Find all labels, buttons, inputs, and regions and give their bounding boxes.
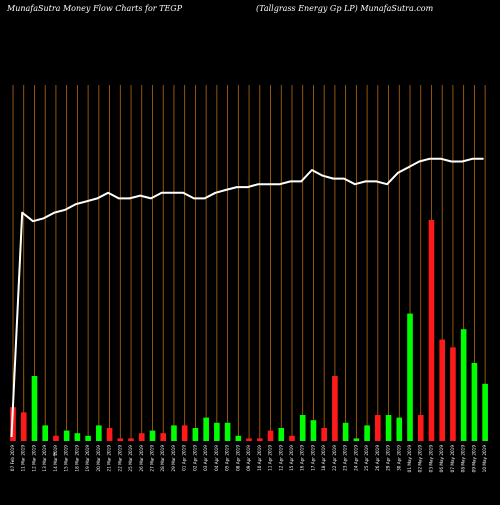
x-tick-label: 24 Apr 2019: [353, 445, 358, 471]
x-tick-label: 11 Apr 2019: [268, 445, 273, 471]
money-flow-bar: [85, 435, 91, 441]
money-flow-bar: [471, 363, 478, 441]
x-tick-note: $: [53, 452, 56, 457]
money-flow-bar: [181, 425, 188, 441]
x-tick-label: 11 Mar 2019: [21, 445, 26, 472]
x-tick-label: 06 May 2019: [439, 445, 444, 473]
money-flow-bar: [310, 420, 317, 441]
x-tick-label: 03 May 2019: [428, 445, 433, 473]
x-tick-label: 07 May 2019: [450, 445, 455, 473]
money-flow-bar: [128, 438, 134, 441]
money-flow-bar: [42, 425, 48, 441]
money-flow-bar: [353, 438, 360, 441]
x-tick-label: 08 Apr 2019: [235, 445, 240, 471]
x-tick-label: 02 Apr 2019: [192, 445, 197, 471]
x-tick-label: 16 Apr 2019: [300, 445, 305, 471]
x-tick-label: 08 May 2019: [461, 445, 466, 473]
x-tick-label: 01 Apr 2019: [182, 445, 187, 471]
money-flow-bar: [31, 376, 38, 441]
money-flow-bar: [289, 435, 295, 441]
money-flow-bar: [267, 430, 274, 441]
money-flow-bar: [256, 438, 263, 441]
x-tick-label: 23 Apr 2019: [343, 445, 348, 471]
money-flow-bar: [364, 425, 370, 441]
money-flow-bar: [417, 415, 424, 441]
money-flow-bar: [117, 438, 124, 441]
money-flow-bar: [278, 428, 285, 441]
money-flow-bar: [450, 347, 456, 441]
x-tick-label: 26 Mar 2019: [139, 445, 144, 472]
x-tick-label: 10 May 2019: [482, 445, 487, 473]
x-tick-label: 22 Mar 2019: [117, 445, 122, 472]
money-flow-bar: [482, 383, 488, 441]
money-flow-bar: [96, 425, 102, 441]
x-tick-label: 21 Mar 2019: [107, 445, 112, 472]
x-tick-label: 13 Mar 2019: [42, 445, 47, 472]
money-flow-bar: [385, 415, 392, 441]
x-tick-label: 29 Apr 2019: [386, 445, 391, 471]
money-flow-bar: [460, 329, 467, 441]
x-tick-label: 15 Mar 2019: [64, 445, 69, 472]
price-line: [10, 157, 484, 438]
chart-title: MunafaSutra Money Flow Charts for TEGP: [6, 4, 183, 13]
money-flow-bar: [149, 430, 156, 441]
x-tick-label: 30 Apr 2019: [396, 445, 401, 471]
money-flow-bar: [53, 435, 59, 441]
x-tick-label: 28 Mar 2019: [160, 445, 165, 472]
money-flow-bar: [192, 428, 199, 441]
x-tick-label: 18 Apr 2019: [321, 445, 326, 471]
x-tick-label: 09 Apr 2019: [246, 445, 251, 471]
x-tick-label: 18 Mar 2019: [74, 445, 79, 472]
money-flow-bar: [106, 428, 113, 441]
money-flow-bar: [439, 339, 445, 441]
money-flow-bar: [375, 415, 381, 441]
money-flow-bar: [63, 430, 70, 441]
money-flow-bar: [342, 422, 349, 441]
x-tick-label: 26 Apr 2019: [375, 445, 380, 471]
x-tick-label: 12 Apr 2019: [278, 445, 283, 471]
x-tick-label: 22 Apr 2019: [332, 445, 337, 471]
x-tick-label: 09 May 2019: [471, 445, 476, 473]
money-flow-bar: [428, 220, 435, 441]
x-tick-label: 10 Apr 2019: [257, 445, 262, 471]
x-tick-label: 29 Mar 2019: [171, 445, 176, 472]
money-flow-bar: [203, 417, 209, 441]
x-tick-label: 20 Mar 2019: [96, 445, 101, 472]
money-flow-bar: [224, 422, 231, 441]
x-tick-label: 25 Apr 2019: [364, 445, 369, 471]
x-tick-label: 01 May 2019: [407, 445, 412, 473]
money-flow-bar: [235, 435, 242, 441]
money-flow-bar: [396, 417, 403, 441]
money-flow-bar: [407, 313, 413, 441]
x-tick-label: 05 Apr 2019: [225, 445, 230, 471]
chart-subtitle: (Tallgrass Energy Gp LP) MunafaSutra.com: [256, 4, 434, 13]
money-flow-bar: [246, 438, 252, 441]
money-flow-bar: [20, 412, 27, 441]
x-tick-label: 02 May 2019: [418, 445, 423, 473]
money-flow-bar: [332, 376, 338, 441]
x-tick-label: 17 Apr 2019: [310, 445, 315, 471]
x-tick-label: 27 Mar 2019: [149, 445, 154, 472]
money-flow-bar: [171, 425, 177, 441]
x-tick-label: 03 Apr 2019: [203, 445, 208, 471]
x-tick-label: 25 Mar 2019: [128, 445, 133, 472]
x-tick-labels: 07 Feb 2019 11 Mar 2019 12 Mar 2019 13 Mar …: [10, 445, 487, 473]
money-flow-bar: [214, 422, 220, 441]
x-tick-label: 19 Mar 2019: [85, 445, 90, 472]
price-line-layer: [10, 157, 484, 438]
money-flow-bar: [160, 433, 167, 441]
x-tick-label: 04 Apr 2019: [214, 445, 219, 471]
money-flow-bar: [299, 415, 306, 441]
money-flow-bar: [138, 433, 145, 441]
x-tick-label: 07 Feb 2019: [10, 445, 15, 471]
money-flow-bar: [74, 433, 81, 441]
x-tick-label: 14 Mar 2019: [53, 445, 58, 472]
money-flow-bar: [321, 428, 327, 441]
x-tick-label: 12 Mar 2019: [31, 445, 36, 472]
x-tick-label: 15 Apr 2019: [289, 445, 294, 471]
